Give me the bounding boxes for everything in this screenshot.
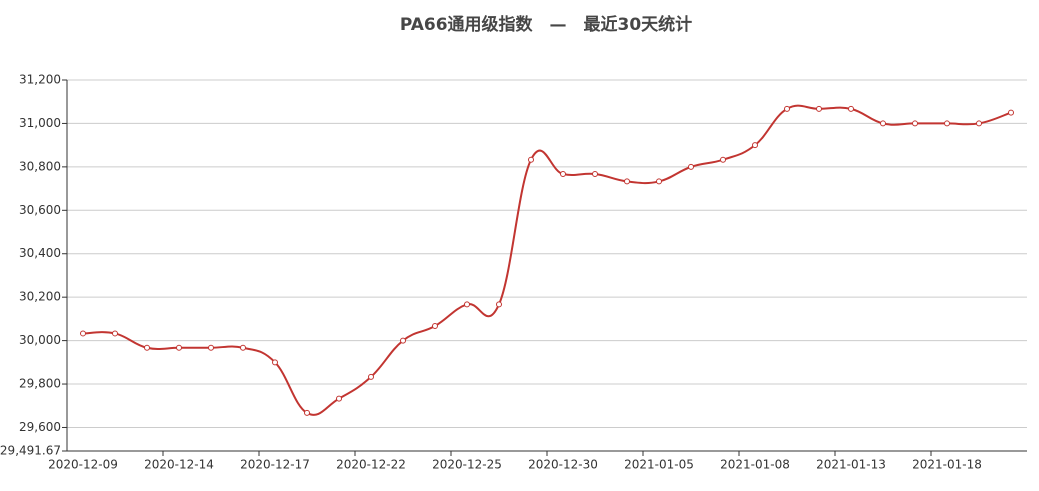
point xyxy=(720,156,726,163)
x-tick-label: 2020-12-17 xyxy=(240,458,310,472)
point xyxy=(80,330,86,337)
y-tick-label: 30,400 xyxy=(19,246,61,260)
point xyxy=(848,105,854,112)
point xyxy=(112,330,118,337)
y-tick-label: 30,600 xyxy=(19,203,61,217)
point xyxy=(560,171,566,178)
point xyxy=(176,344,182,351)
x-tick-label: 2021-01-18 xyxy=(912,458,982,472)
point xyxy=(752,142,758,149)
point xyxy=(784,105,790,112)
point xyxy=(304,409,310,416)
y-tick-label: 30,800 xyxy=(19,159,61,173)
y-tick-label: 31,000 xyxy=(19,116,61,130)
point xyxy=(496,301,502,308)
point xyxy=(688,163,694,170)
x-tick-label: 2021-01-05 xyxy=(624,458,694,472)
point xyxy=(144,344,150,351)
x-tick-label: 2020-12-30 xyxy=(528,458,598,472)
x-tick-label: 2020-12-25 xyxy=(432,458,502,472)
point xyxy=(976,120,982,127)
point xyxy=(336,395,342,402)
point xyxy=(432,323,438,330)
y-tick-label: 31,200 xyxy=(19,73,61,87)
point xyxy=(624,178,630,185)
point xyxy=(880,120,886,127)
chart-title: PA66通用级指数 — 最近30天统计 xyxy=(400,14,692,35)
point xyxy=(272,359,278,366)
line xyxy=(82,104,1012,416)
y-tick-label: 29,491.67 xyxy=(0,444,61,458)
x-tick-label: 2021-01-08 xyxy=(720,458,790,472)
point xyxy=(656,178,662,185)
point xyxy=(592,171,598,178)
x-tick-label: 2020-12-14 xyxy=(144,458,214,472)
point xyxy=(912,120,918,127)
point xyxy=(464,301,470,308)
y-tick-label: 29,600 xyxy=(19,420,61,434)
point xyxy=(528,156,534,163)
y-tick-label: 30,200 xyxy=(19,290,61,304)
x-tick-label: 2020-12-09 xyxy=(48,458,118,472)
x-tick-label: 2020-12-22 xyxy=(336,458,406,472)
point xyxy=(400,337,406,344)
point xyxy=(816,105,822,112)
point xyxy=(944,120,950,127)
point xyxy=(1008,109,1014,116)
x-tick-label: 2021-01-13 xyxy=(816,458,886,472)
y-tick-label: 30,000 xyxy=(19,333,61,347)
point xyxy=(368,373,374,380)
y-tick-label: 29,800 xyxy=(19,377,61,391)
point xyxy=(208,344,214,351)
point xyxy=(240,344,246,351)
